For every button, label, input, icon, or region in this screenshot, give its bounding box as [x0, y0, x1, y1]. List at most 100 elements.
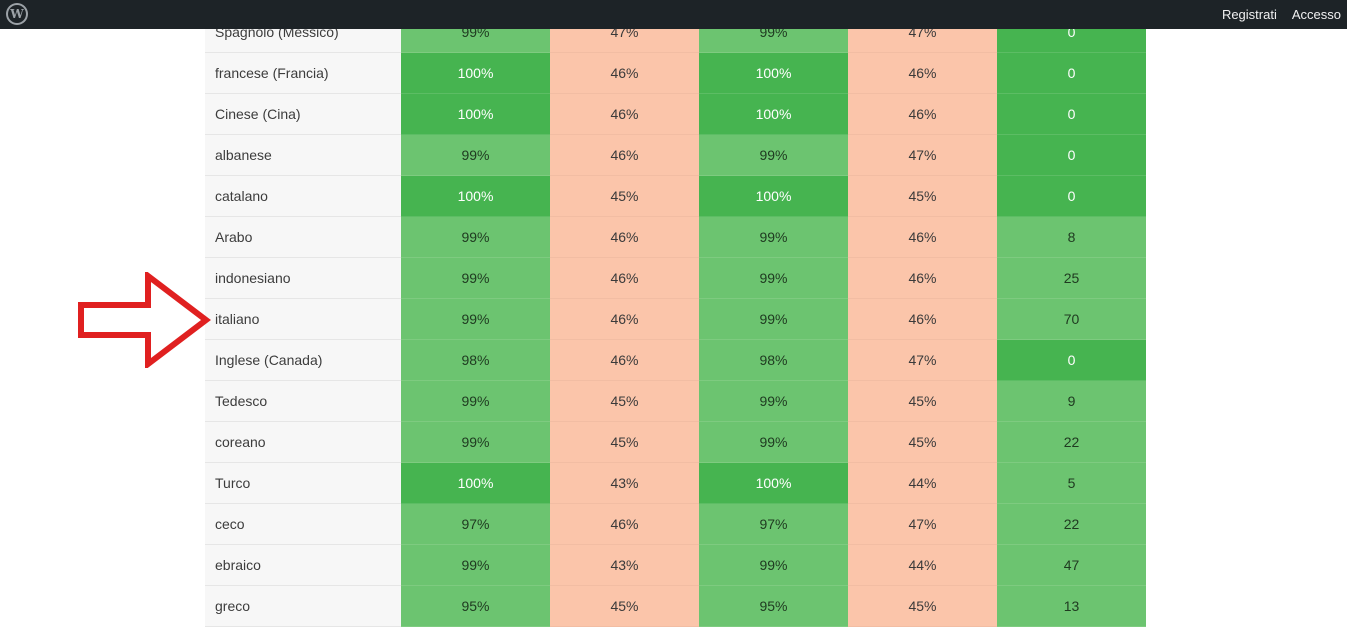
language-name: albanese: [205, 134, 401, 176]
count-cell: 9: [997, 380, 1146, 422]
stat-cell: 46%: [550, 52, 699, 94]
stat-cell: 99%: [699, 216, 848, 258]
stat-cell: 99%: [699, 380, 848, 422]
red-arrow-icon: [78, 272, 211, 368]
stat-cell: 45%: [848, 380, 997, 422]
count-cell: 47: [997, 544, 1146, 586]
stat-cell: 46%: [550, 257, 699, 299]
count-cell: 0: [997, 93, 1146, 135]
stat-cell: 97%: [401, 503, 550, 545]
table-row: coreano 99% 45% 99% 45% 22: [205, 421, 1146, 463]
count-cell: 0: [997, 134, 1146, 176]
admin-bar-links: Registrati Accesso: [1207, 0, 1341, 29]
language-name: greco: [205, 585, 401, 627]
stat-cell: 47%: [848, 503, 997, 545]
language-name: catalano: [205, 175, 401, 217]
stat-cell: 99%: [401, 298, 550, 340]
stat-cell: 46%: [550, 298, 699, 340]
language-name: Inglese (Canada): [205, 339, 401, 381]
language-name: coreano: [205, 421, 401, 463]
stat-cell: 99%: [699, 544, 848, 586]
stat-cell: 46%: [848, 257, 997, 299]
table-row: Cinese (Cina) 100% 46% 100% 46% 0: [205, 93, 1146, 135]
stat-cell: 99%: [401, 380, 550, 422]
stat-cell: 46%: [848, 93, 997, 135]
stat-cell: 99%: [401, 421, 550, 463]
table-row: Tedesco 99% 45% 99% 45% 9: [205, 380, 1146, 422]
stat-cell: 45%: [848, 585, 997, 627]
table-row: catalano 100% 45% 100% 45% 0: [205, 175, 1146, 217]
table-row: Turco 100% 43% 100% 44% 5: [205, 462, 1146, 504]
stat-cell: 99%: [401, 257, 550, 299]
login-link[interactable]: Accesso: [1291, 7, 1341, 22]
language-name: Tedesco: [205, 380, 401, 422]
language-name: ceco: [205, 503, 401, 545]
language-name: Turco: [205, 462, 401, 504]
wordpress-icon[interactable]: W: [6, 3, 28, 25]
table-row: italiano 99% 46% 99% 46% 70: [205, 298, 1146, 340]
stat-cell: 46%: [550, 339, 699, 381]
register-link[interactable]: Registrati: [1221, 7, 1277, 22]
count-cell: 0: [997, 52, 1146, 94]
stat-cell: 45%: [550, 380, 699, 422]
stat-cell: 98%: [699, 339, 848, 381]
count-cell: 22: [997, 421, 1146, 463]
stat-cell: 100%: [401, 52, 550, 94]
stat-cell: 46%: [848, 52, 997, 94]
language-name: indonesiano: [205, 257, 401, 299]
language-name: ebraico: [205, 544, 401, 586]
stat-cell: 46%: [848, 298, 997, 340]
stat-cell: 47%: [848, 339, 997, 381]
stat-cell: 45%: [848, 175, 997, 217]
admin-bar: W Registrati Accesso: [0, 0, 1347, 29]
stat-cell: 99%: [699, 298, 848, 340]
language-name: Cinese (Cina): [205, 93, 401, 135]
stat-cell: 98%: [401, 339, 550, 381]
stat-cell: 97%: [699, 503, 848, 545]
stat-cell: 47%: [848, 134, 997, 176]
count-cell: 25: [997, 257, 1146, 299]
stat-cell: 100%: [401, 175, 550, 217]
stat-cell: 45%: [550, 175, 699, 217]
count-cell: 0: [997, 175, 1146, 217]
stat-cell: 95%: [699, 585, 848, 627]
stat-cell: 100%: [401, 93, 550, 135]
language-name: Arabo: [205, 216, 401, 258]
stat-cell: 100%: [699, 462, 848, 504]
stat-cell: 43%: [550, 462, 699, 504]
stat-cell: 46%: [848, 216, 997, 258]
stat-cell: 99%: [699, 421, 848, 463]
stat-cell: 99%: [699, 134, 848, 176]
language-name: italiano: [205, 298, 401, 340]
table-row: francese (Francia) 100% 46% 100% 46% 0: [205, 52, 1146, 94]
stat-cell: 43%: [550, 544, 699, 586]
stat-cell: 46%: [550, 216, 699, 258]
translation-stats-table: Spagnolo (Messico) 99% 47% 99% 47% 0 francese …: [205, 12, 1146, 627]
stat-cell: 100%: [699, 93, 848, 135]
table-row: indonesiano 99% 46% 99% 46% 25: [205, 257, 1146, 299]
stat-cell: 46%: [550, 134, 699, 176]
stat-cell: 99%: [699, 257, 848, 299]
translation-stats-table-wrapper: Spagnolo (Messico) 99% 47% 99% 47% 0 francese …: [205, 12, 1146, 627]
stat-cell: 44%: [848, 544, 997, 586]
stat-cell: 99%: [401, 544, 550, 586]
table-body: Spagnolo (Messico) 99% 47% 99% 47% 0 francese …: [205, 12, 1146, 627]
stat-cell: 100%: [699, 52, 848, 94]
stat-cell: 95%: [401, 585, 550, 627]
stat-cell: 46%: [550, 93, 699, 135]
table-row: greco 95% 45% 95% 45% 13: [205, 585, 1146, 627]
stat-cell: 45%: [848, 421, 997, 463]
count-cell: 5: [997, 462, 1146, 504]
stat-cell: 99%: [401, 216, 550, 258]
count-cell: 22: [997, 503, 1146, 545]
stat-cell: 99%: [401, 134, 550, 176]
wordpress-logo-mark: W: [8, 5, 26, 23]
language-name: francese (Francia): [205, 52, 401, 94]
table-row: Arabo 99% 46% 99% 46% 8: [205, 216, 1146, 258]
stat-cell: 100%: [699, 175, 848, 217]
table-row: ceco 97% 46% 97% 47% 22: [205, 503, 1146, 545]
stat-cell: 46%: [550, 503, 699, 545]
stat-cell: 100%: [401, 462, 550, 504]
table-row: ebraico 99% 43% 99% 44% 47: [205, 544, 1146, 586]
stat-cell: 45%: [550, 421, 699, 463]
